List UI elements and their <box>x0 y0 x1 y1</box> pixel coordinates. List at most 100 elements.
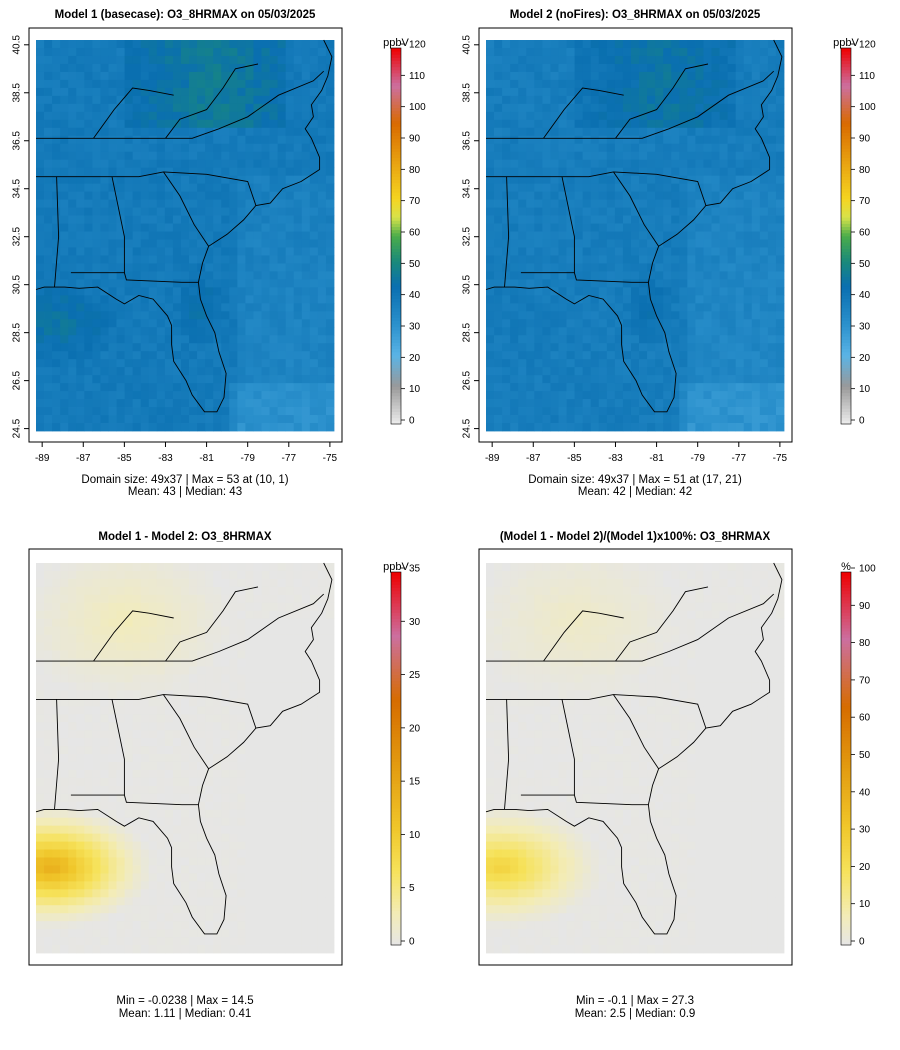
heatmap-cell <box>76 136 84 144</box>
heatmap-cell <box>84 786 92 794</box>
heatmap-cell <box>149 571 157 579</box>
heatmap-cell <box>607 136 615 144</box>
heatmap-cell <box>326 136 334 144</box>
heatmap-cell <box>567 399 575 407</box>
heatmap-cell <box>125 40 133 48</box>
heatmap-cell <box>84 913 92 921</box>
heatmap-cell <box>623 48 631 56</box>
heatmap-cell <box>173 295 181 303</box>
heatmap-cell <box>189 343 197 351</box>
heatmap-cell <box>494 255 502 263</box>
heatmap-cell <box>149 682 157 690</box>
heatmap-cell <box>776 423 784 431</box>
heatmap-cell <box>133 778 141 786</box>
heatmap-cell <box>141 423 149 431</box>
heatmap-cell <box>141 722 149 730</box>
heatmap-cell <box>221 56 229 64</box>
heatmap-cell <box>36 786 44 794</box>
heatmap-cell <box>141 810 149 818</box>
heatmap-cell <box>302 200 310 208</box>
heatmap-cell <box>76 587 84 595</box>
heatmap-cell <box>84 714 92 722</box>
heatmap-cell <box>133 343 141 351</box>
heatmap-cell <box>36 929 44 937</box>
heatmap-cell <box>165 415 173 423</box>
heatmap-cell <box>141 571 149 579</box>
heatmap-cell <box>615 48 623 56</box>
heatmap-cell <box>262 64 270 72</box>
heatmap-cell <box>125 383 133 391</box>
heatmap-cell <box>736 40 744 48</box>
heatmap-cell <box>237 239 245 247</box>
heatmap-cell <box>181 865 189 873</box>
heatmap-cell <box>607 239 615 247</box>
heatmap-cell <box>575 263 583 271</box>
heatmap-cell <box>84 311 92 319</box>
heatmap-cell <box>720 287 728 295</box>
heatmap-cell <box>728 232 736 240</box>
heatmap-cell <box>108 48 116 56</box>
heatmap-cell <box>60 319 68 327</box>
heatmap-cell <box>253 192 261 200</box>
heatmap-cell <box>60 255 68 263</box>
heatmap-cell <box>68 706 76 714</box>
heatmap-cell <box>189 359 197 367</box>
heatmap-cell <box>197 367 205 375</box>
heatmap-cell <box>253 152 261 160</box>
heatmap-cell <box>270 160 278 168</box>
heatmap-cell <box>760 311 768 319</box>
heatmap-cell <box>310 192 318 200</box>
heatmap-cell <box>326 200 334 208</box>
heatmap-cell <box>108 674 116 682</box>
heatmap-cell <box>100 351 108 359</box>
heatmap-cell <box>286 415 294 423</box>
heatmap-cell <box>768 96 776 104</box>
heatmap-cell <box>181 224 189 232</box>
heatmap-cell <box>253 287 261 295</box>
heatmap-cell <box>92 415 100 423</box>
heatmap-cell <box>133 208 141 216</box>
heatmap-cell <box>526 383 534 391</box>
colorbar-segment <box>391 126 401 130</box>
heatmap-cell <box>776 255 784 263</box>
heatmap-cell <box>736 343 744 351</box>
heatmap-cell <box>157 778 165 786</box>
heatmap-cell <box>695 72 703 80</box>
colorbar-segment <box>841 208 851 212</box>
heatmap-cell <box>639 287 647 295</box>
heatmap-cell <box>36 722 44 730</box>
heatmap-cell <box>712 192 720 200</box>
heatmap-cell <box>720 319 728 327</box>
heatmap-cell <box>776 208 784 216</box>
heatmap-cell <box>270 383 278 391</box>
heatmap-cell <box>712 128 720 136</box>
heatmap-cell <box>84 690 92 698</box>
heatmap-cell <box>623 399 631 407</box>
heatmap-cell <box>302 56 310 64</box>
heatmap-cell <box>173 730 181 738</box>
heatmap-cell <box>728 311 736 319</box>
heatmap-cell <box>736 287 744 295</box>
heatmap-cell <box>679 351 687 359</box>
heatmap-cell <box>712 375 720 383</box>
heatmap-cell <box>510 184 518 192</box>
heatmap-cell <box>270 343 278 351</box>
heatmap-cell <box>189 48 197 56</box>
heatmap-cell <box>68 818 76 826</box>
heatmap-cell <box>318 279 326 287</box>
heatmap-cell <box>52 359 60 367</box>
heatmap-cell <box>695 335 703 343</box>
heatmap-cell <box>108 415 116 423</box>
heatmap-cell <box>744 184 752 192</box>
heatmap-cell <box>173 343 181 351</box>
heatmap-cell <box>125 184 133 192</box>
heatmap-cell <box>599 96 607 104</box>
heatmap-cell <box>44 64 52 72</box>
heatmap-cell <box>294 247 302 255</box>
heatmap-cell <box>639 255 647 263</box>
heatmap-cell <box>197 200 205 208</box>
heatmap-cell <box>695 40 703 48</box>
colorbar-tick-label: 110 <box>859 71 875 82</box>
heatmap-cell <box>173 778 181 786</box>
heatmap-cell <box>591 200 599 208</box>
